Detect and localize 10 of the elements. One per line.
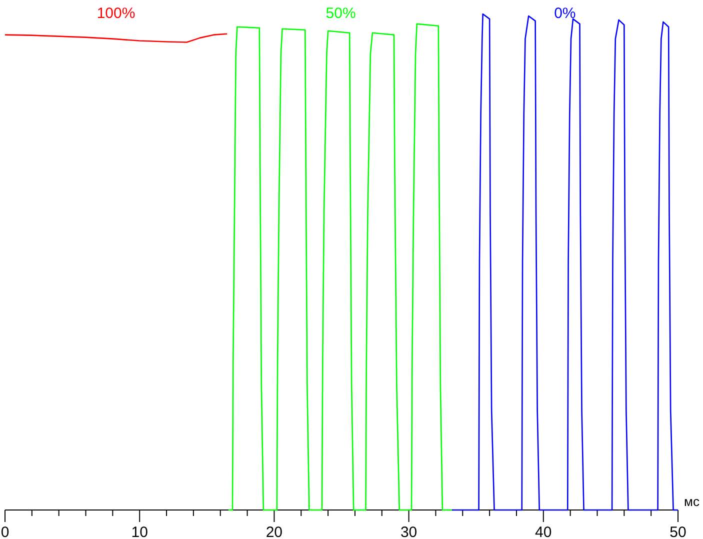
x-axis-title: мс <box>684 494 700 509</box>
x-tick-label: 10 <box>131 524 148 539</box>
x-tick-label: 20 <box>266 524 283 539</box>
series-label: 0% <box>554 5 576 22</box>
series-label: 50% <box>326 5 356 22</box>
x-tick-label: 50 <box>670 524 686 539</box>
x-tick-label: 40 <box>535 524 552 539</box>
x-tick-label: 0 <box>0 524 10 539</box>
x-tick-label: 30 <box>400 524 418 539</box>
series-label: 100% <box>96 5 136 22</box>
